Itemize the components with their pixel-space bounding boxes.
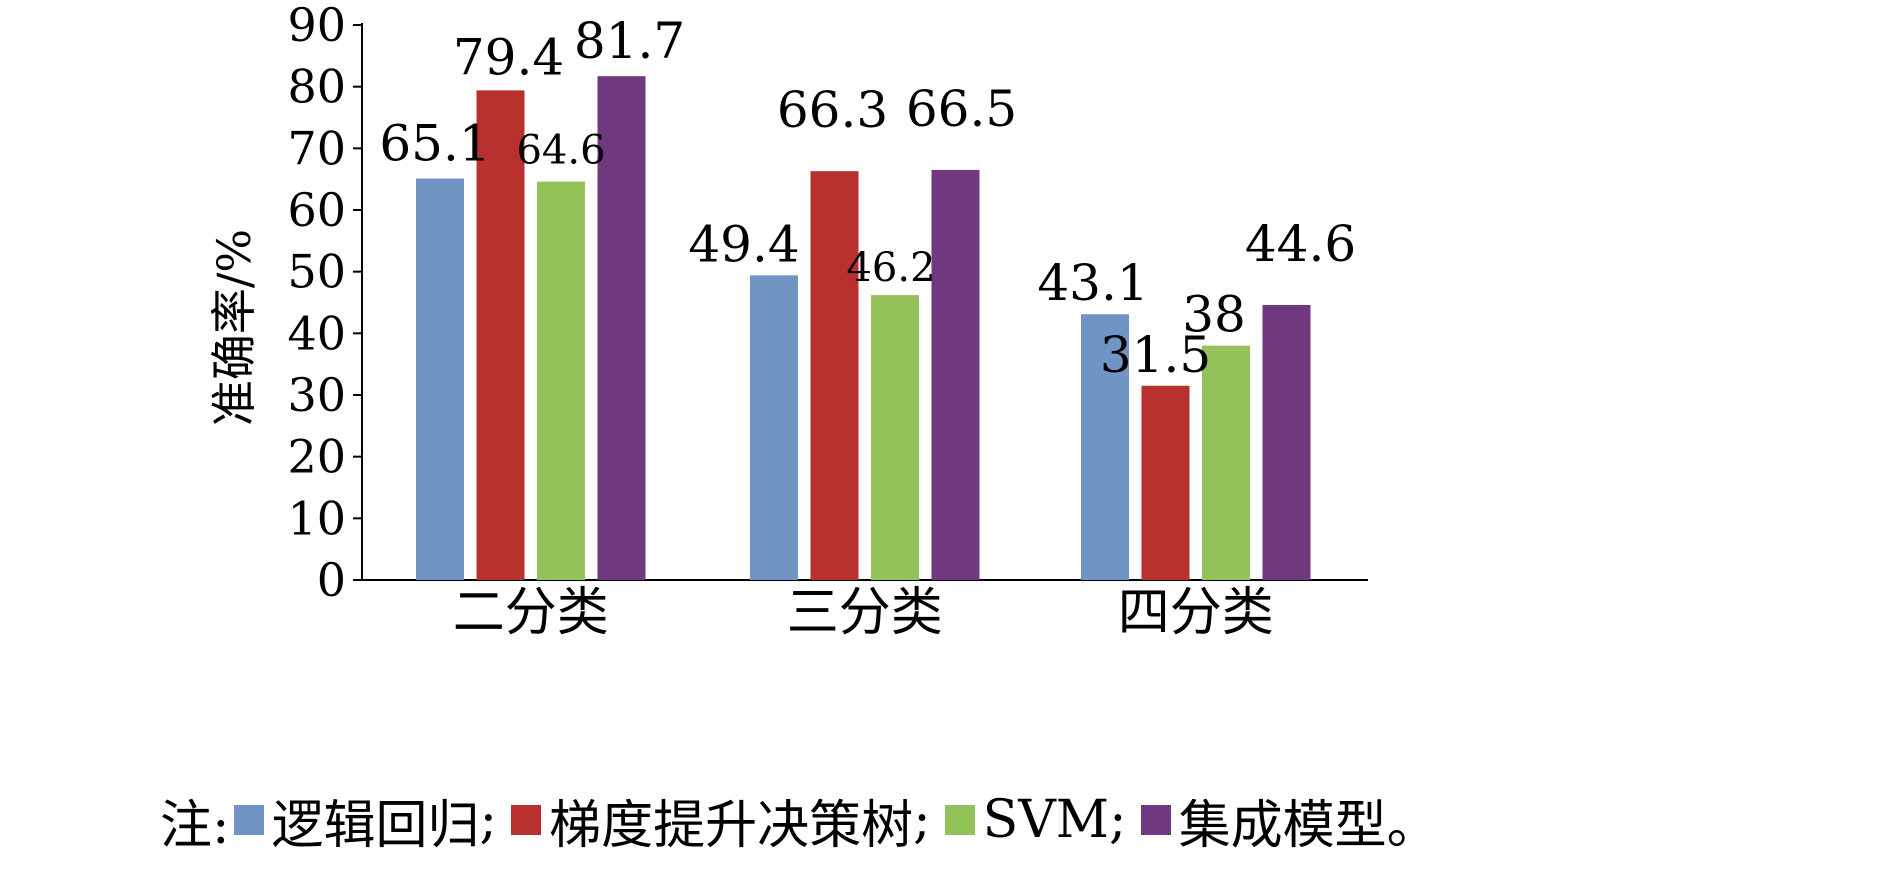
legend-prefix: 注: [160,795,230,856]
x-category-label: 四分类 [1118,583,1274,643]
bar [1202,345,1250,580]
legend-label: 逻辑回归 [271,795,480,856]
legend-separator: ; [1109,790,1127,850]
y-tick-label: 50 [287,245,346,299]
data-label: 65.1 [379,115,490,173]
bar [810,171,859,580]
x-category-label: 三分类 [787,583,943,643]
data-label: 38 [1182,286,1246,344]
legend-separator: 。 [1386,795,1439,856]
y-tick-label: 20 [287,430,346,484]
y-tick-label: 40 [287,306,346,360]
y-tick-label: 10 [287,491,346,545]
bar [931,169,980,580]
legend-swatch [944,805,975,835]
data-label: 64.6 [516,128,605,174]
legend-swatch [511,805,542,835]
bar [1081,314,1129,580]
y-tick-label: 60 [287,183,346,237]
legend-separator: ; [913,790,931,850]
data-label: 46.2 [846,245,935,291]
bar [597,76,646,580]
y-tick-label: 0 [317,553,346,607]
legend-label: 集成模型 [1178,795,1387,856]
legend-swatch [233,805,264,835]
bar [537,181,585,580]
bar [416,178,464,581]
bar [871,295,919,580]
y-tick-label: 70 [287,121,346,175]
legend-swatch [1140,805,1171,835]
y-tick-label: 90 [287,0,346,52]
data-label: 79.4 [453,28,564,86]
data-label: 66.3 [777,81,888,139]
y-tick-label: 80 [287,60,346,114]
bar [1141,385,1190,580]
data-label: 66.5 [906,80,1017,138]
data-label: 49.4 [688,215,799,273]
legend-label: 梯度提升决策树 [549,795,914,856]
data-label: 43.1 [1037,254,1148,312]
data-label: 31.5 [1100,326,1211,384]
x-category-label: 二分类 [453,583,609,643]
bar [750,275,798,580]
y-axis-label: 准确率/% [207,229,261,426]
data-label: 81.7 [574,12,685,70]
bar [476,90,525,580]
legend-separator: ; [479,790,498,850]
data-label: 44.6 [1245,215,1356,273]
y-tick-label: 30 [287,368,346,422]
bar [1262,304,1311,580]
legend-label: SVM [982,790,1110,850]
legend: 注: 逻辑回归; 梯度提升决策树; SVM; 集成模型。 [160,780,1880,860]
